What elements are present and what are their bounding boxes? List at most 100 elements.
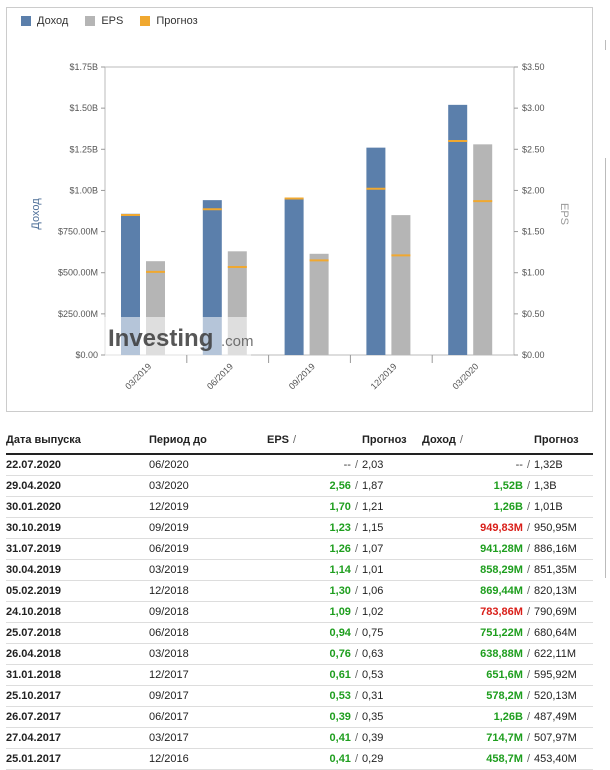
header-revenue-forecast[interactable]: Прогноз: [534, 429, 593, 455]
legend-item-forecast[interactable]: Прогноз: [140, 15, 198, 27]
table-row: 05.02.2019 12/2018 1,30/1,06 869,44M/820,13…: [6, 580, 593, 602]
cell-eps-forecast: 0,75: [362, 622, 422, 644]
cell-revenue-sep: /: [526, 459, 530, 471]
cell-revenue-actual: 949,83M: [480, 522, 523, 534]
cell-eps-actual: 0,76: [329, 648, 351, 660]
cell-revenue: 1,26B /: [422, 496, 534, 518]
left-tick-label: $1.00B: [69, 185, 98, 195]
cell-revenue-actual: 714,7M: [486, 732, 523, 744]
cell-eps-sep: /: [354, 690, 358, 702]
left-tick-label: $750.00M: [58, 227, 98, 237]
cell-revenue-forecast: 820,13M: [534, 580, 593, 602]
category-label: 03/2020: [450, 361, 480, 391]
cell-revenue-forecast: 622,11M: [534, 643, 593, 665]
legend-swatch-eps: [85, 16, 96, 26]
header-eps-label: EPS: [267, 434, 290, 446]
eps-bar: [391, 215, 411, 355]
table-row: 25.01.2017 12/2016 0,41/0,29 458,7M/453,40M: [6, 748, 593, 770]
cell-eps: 0,39/: [267, 706, 362, 728]
left-tick-label: $1.25B: [69, 144, 98, 154]
right-tick-label: $2.50: [522, 144, 545, 154]
table-row: 25.10.2017 09/2017 0,53/0,31 578,2M/520,13M: [6, 685, 593, 707]
cell-revenue-actual: 651,6M: [486, 669, 523, 681]
header-date[interactable]: Дата выпуска: [6, 429, 149, 455]
cell-period: 03/2017: [149, 727, 267, 749]
cell-revenue: -- /: [422, 454, 534, 476]
cell-eps-forecast: 1,06: [362, 580, 422, 602]
cell-revenue-forecast: 886,16M: [534, 538, 593, 560]
cell-date: 24.10.2018: [6, 601, 149, 623]
cell-date: 25.10.2017: [6, 685, 149, 707]
cell-period: 12/2016: [149, 748, 267, 770]
cell-revenue-actual: 1,26B: [493, 501, 523, 513]
cell-revenue-sep: /: [526, 690, 530, 702]
table-body: 22.07.2020 06/2020 --/2,03 --/1,32B 29.04.20…: [6, 454, 593, 770]
left-tick-label: $1.75B: [69, 62, 98, 72]
header-eps-forecast[interactable]: Прогноз: [362, 429, 422, 455]
cell-period: 03/2019: [149, 559, 267, 581]
cell-period: 09/2018: [149, 601, 267, 623]
cell-revenue-sep: /: [526, 648, 530, 660]
cell-revenue-sep: /: [526, 501, 530, 513]
header-eps[interactable]: EPS /: [267, 429, 362, 455]
cell-eps-sep: /: [354, 480, 358, 492]
cell-eps: 2,56/: [267, 475, 362, 497]
table-row: 25.07.2018 06/2018 0,94/0,75 751,22M/680,64…: [6, 622, 593, 644]
cell-eps-actual: 0,94: [329, 627, 351, 639]
cell-revenue: 1,52B /: [422, 475, 534, 497]
cell-revenue-sep: /: [526, 669, 530, 681]
header-period[interactable]: Период до: [149, 429, 267, 455]
cell-revenue-sep: /: [526, 732, 530, 744]
cell-revenue: 638,88M /: [422, 643, 534, 665]
watermark-box-2: [159, 317, 251, 357]
cell-date: 05.02.2019: [6, 580, 149, 602]
cell-revenue: 751,22M /: [422, 622, 534, 644]
cell-revenue-actual: 1,52B: [493, 480, 523, 492]
cell-eps-forecast: 0,29: [362, 748, 422, 770]
cell-period: 03/2018: [149, 643, 267, 665]
cell-revenue: 941,28M /: [422, 538, 534, 560]
table-header-row: Дата выпуска Период до EPS / Прогноз Дохо…: [6, 429, 593, 455]
cell-eps-forecast: 0,53: [362, 664, 422, 686]
cell-revenue: 458,7M /: [422, 748, 534, 770]
cell-revenue-actual: 941,28M: [480, 543, 523, 555]
cell-revenue-sep: /: [526, 522, 530, 534]
cell-eps-sep: /: [354, 732, 358, 744]
cell-eps: 1,70/: [267, 496, 362, 518]
cell-eps-sep: /: [354, 606, 358, 618]
legend-item-eps[interactable]: EPS: [85, 15, 123, 27]
cell-eps-sep: /: [354, 648, 358, 660]
cell-eps: 0,53/: [267, 685, 362, 707]
table-row: 24.10.2018 09/2018 1,09/1,02 783,86M/790,69…: [6, 601, 593, 623]
cell-revenue-forecast: 520,13M: [534, 685, 593, 707]
table-row: 29.04.2020 03/2020 2,56/1,87 1,52B/1,3B: [6, 475, 593, 497]
cell-eps-sep: /: [354, 669, 358, 681]
cell-date: 31.07.2019: [6, 538, 149, 560]
cell-revenue-actual: 1,26B: [493, 711, 523, 723]
cell-period: 12/2017: [149, 664, 267, 686]
category-label: 03/2019: [123, 361, 153, 391]
cell-eps-sep: /: [354, 711, 358, 723]
watermark-brand: Investing: [108, 325, 213, 352]
right-tick-label: $1.50: [522, 227, 545, 237]
revenue-bar: [202, 200, 222, 355]
right-axis-title: EPS: [558, 203, 570, 225]
cell-revenue-forecast: 487,49M: [534, 706, 593, 728]
cell-date: 31.01.2018: [6, 664, 149, 686]
earnings-table: Дата выпуска Период до EPS / Прогноз Дохо…: [6, 429, 593, 770]
legend-swatch-revenue: [21, 16, 31, 26]
cell-period: 06/2018: [149, 622, 267, 644]
header-revenue-sep: /: [459, 434, 463, 446]
cell-revenue-actual: --: [515, 459, 523, 471]
cell-eps-sep: /: [354, 501, 358, 513]
header-revenue[interactable]: Доход /: [422, 429, 534, 455]
cell-eps: 1,14/: [267, 559, 362, 581]
legend-item-revenue[interactable]: Доход: [21, 15, 68, 27]
table-row: 22.07.2020 06/2020 --/2,03 --/1,32B: [6, 454, 593, 476]
cell-eps-sep: /: [354, 543, 358, 555]
cell-revenue-sep: /: [526, 753, 530, 765]
cell-revenue: 783,86M /: [422, 601, 534, 623]
cell-eps-forecast: 0,35: [362, 706, 422, 728]
cell-revenue: 869,44M /: [422, 580, 534, 602]
left-tick-label: $250.00M: [58, 309, 98, 319]
